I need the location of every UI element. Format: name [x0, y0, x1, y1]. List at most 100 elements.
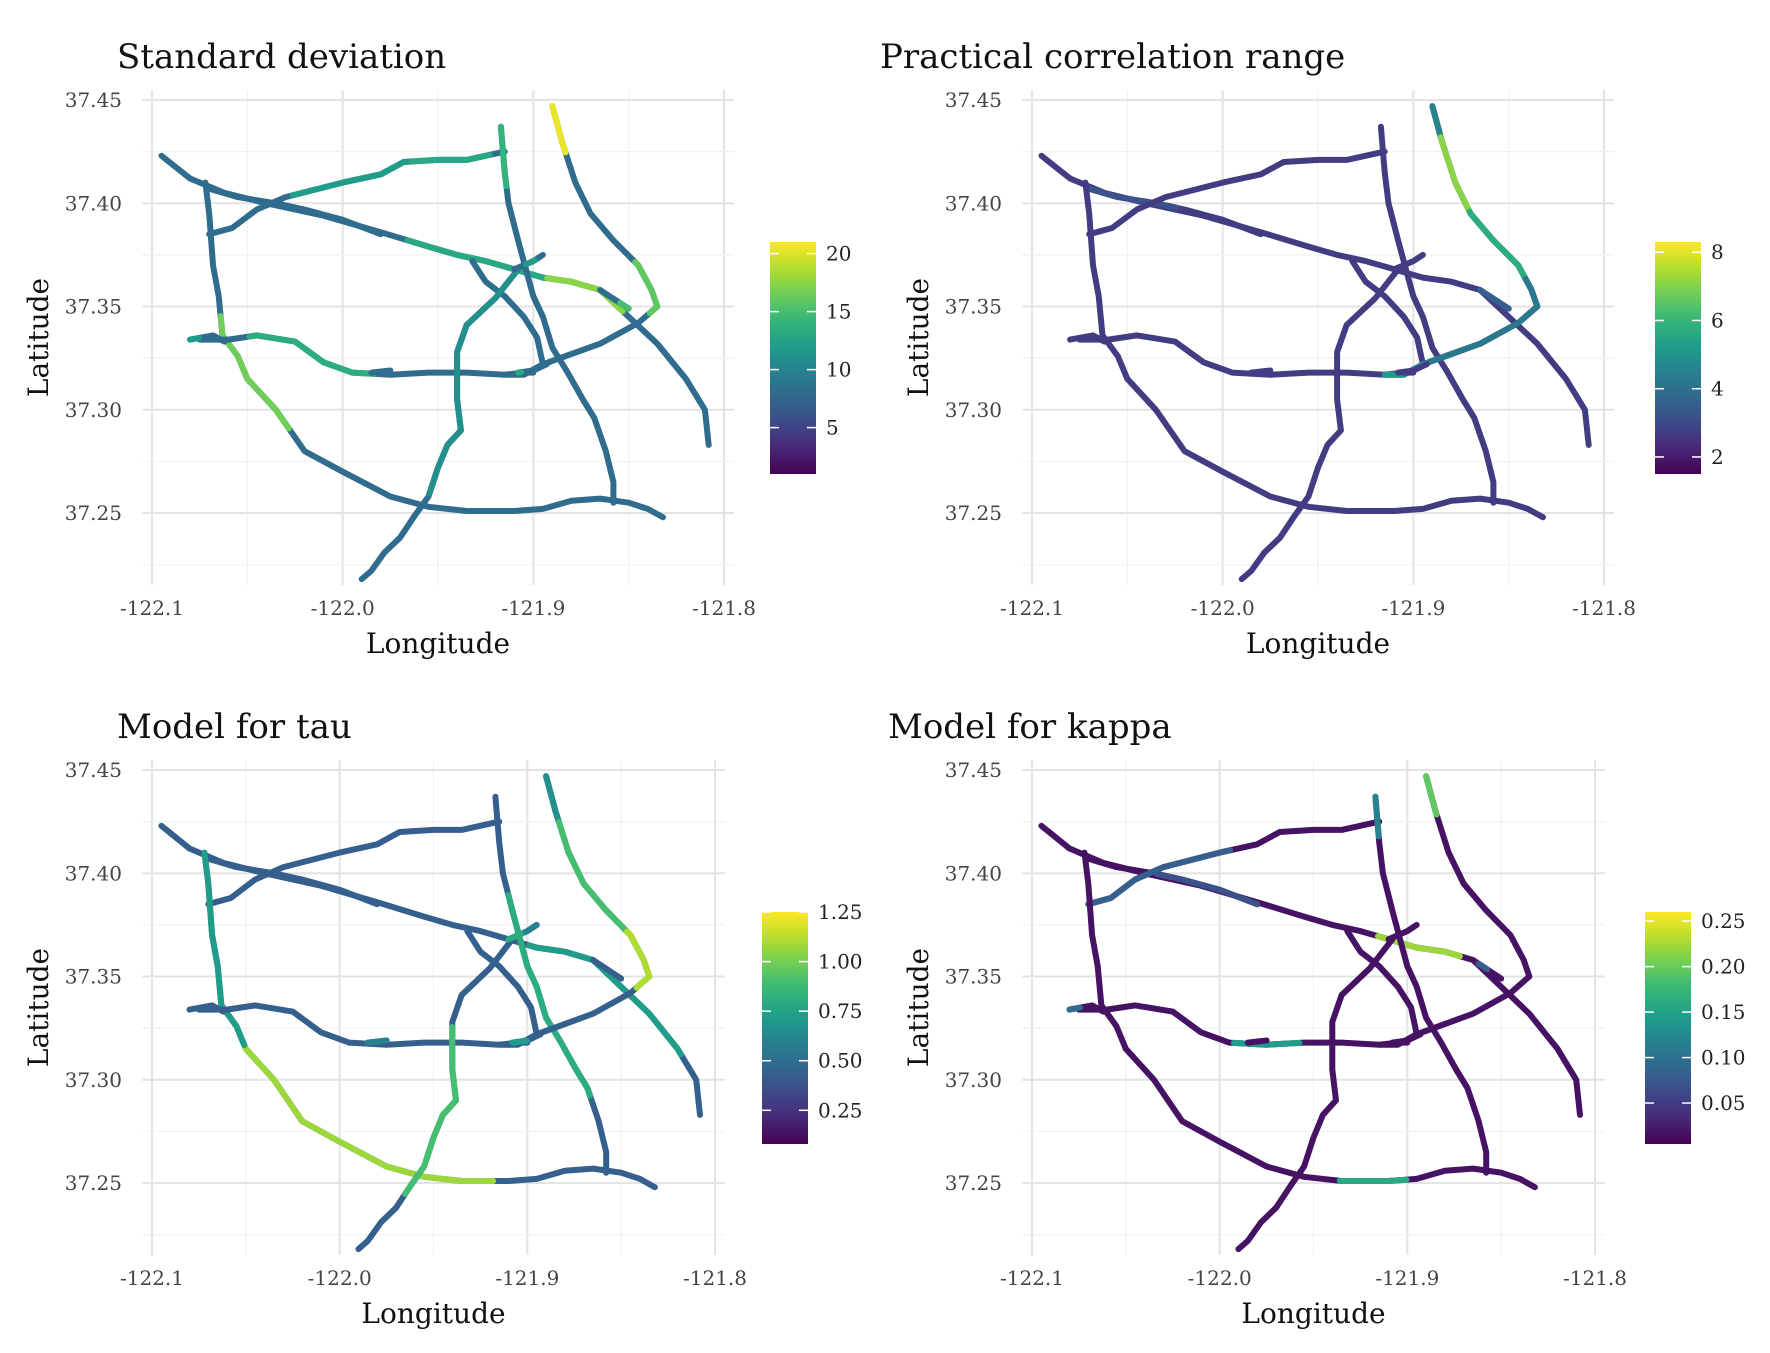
road-segment: [1085, 818, 1383, 908]
colorbar-legend: 0.25 0.50 0.75 1.00 1.25: [762, 900, 863, 1144]
road-segment: [196, 332, 527, 378]
road-highlight: [523, 257, 538, 268]
colorbar-tick-label: 4: [1711, 377, 1724, 401]
road-highlight: [1066, 1004, 1084, 1013]
road-highlight: [1466, 208, 1529, 282]
road-highlight: [543, 773, 562, 826]
colorbar-tick-label: 5: [826, 416, 839, 440]
road-highlight: [1437, 134, 1473, 215]
x-tick-label: -122.0: [308, 1266, 372, 1290]
road-highlight: [426, 266, 522, 497]
colorbar: [762, 912, 808, 1144]
road-highlight: [1375, 933, 1463, 960]
x-tick-label: -121.8: [1572, 596, 1636, 620]
road-highlight: [289, 158, 416, 199]
road-segment: [1075, 1002, 1401, 1048]
y-tick-label: 37.35: [945, 965, 1002, 989]
road-highlight: [509, 1037, 530, 1046]
colorbar: [1645, 912, 1691, 1144]
road-segment: [1235, 936, 1396, 1253]
road-segment: [206, 148, 508, 238]
y-tick-label: 37.25: [65, 1171, 122, 1195]
road-highlight: [523, 921, 540, 935]
road-segment: [205, 855, 381, 908]
road-highlight: [632, 259, 661, 317]
road-highlight: [624, 928, 653, 991]
road-segment: [205, 818, 503, 908]
road-highlight: [617, 300, 632, 312]
x-tick-label: -122.1: [120, 596, 184, 620]
x-axis-title: Longitude: [1241, 1297, 1385, 1330]
y-tick-label: 37.45: [65, 758, 122, 782]
road-highlight: [555, 819, 630, 935]
road-highlight: [505, 928, 529, 943]
road-highlight: [526, 942, 684, 1058]
x-tick-label: -121.8: [1563, 1266, 1627, 1290]
colorbar-tick-label: 10: [826, 358, 851, 382]
y-tick-label: 37.25: [945, 1171, 1002, 1195]
road-segment: [590, 957, 625, 982]
road-segment: [1381, 103, 1541, 378]
road-segment: [1086, 148, 1388, 238]
road-segment: [358, 266, 522, 583]
road-segment: [1082, 179, 1546, 521]
road-segment: [1389, 1031, 1424, 1046]
x-tick-label: -122.1: [1000, 1266, 1064, 1290]
road-segment: [469, 258, 546, 368]
road-highlight: [1423, 773, 1440, 818]
colorbar-legend: 0.05 0.10 0.15 0.20 0.25: [1645, 909, 1746, 1144]
y-axis-title: Latitude: [22, 948, 55, 1067]
x-tick-label: -122.0: [1191, 596, 1255, 620]
colorbar-tick-label: 2: [1711, 445, 1724, 469]
road-segment: [1344, 928, 1420, 1038]
x-tick-label: -121.8: [683, 1266, 747, 1290]
colorbar-tick-label: 1.25: [818, 900, 863, 924]
road-highlight: [1086, 185, 1179, 211]
road-segment: [202, 179, 666, 521]
y-tick-label: 37.40: [945, 861, 1002, 885]
road-segment: [1395, 361, 1430, 376]
panel-title: Practical correlation range: [880, 37, 1345, 77]
x-tick-label: -121.9: [495, 1266, 559, 1290]
colorbar: [1655, 242, 1701, 474]
road-segment: [1067, 332, 1108, 345]
colorbar-tick-label: 0.20: [1701, 955, 1746, 979]
road-highlight: [1336, 1176, 1410, 1184]
road-segment: [1081, 849, 1538, 1191]
map-panel-4: Model for kappa -122.1 -122.0 -121.9 -121.8 3…: [888, 707, 1746, 1330]
colorbar: [770, 242, 816, 474]
road-network: [158, 773, 703, 1253]
panel-title: Model for tau: [117, 707, 352, 747]
road-segment: [496, 773, 653, 1048]
road-segment: [1238, 266, 1402, 583]
road-segment: [355, 936, 516, 1253]
colorbar-tick-label: 0.10: [1701, 1046, 1746, 1070]
x-axis-title: Longitude: [366, 627, 510, 660]
road-highlight: [1230, 1039, 1303, 1048]
y-axis-title: Latitude: [902, 278, 935, 397]
panel-title: Standard deviation: [117, 37, 446, 77]
x-tick-label: -122.1: [120, 1266, 184, 1290]
road-segment: [186, 1002, 227, 1015]
road-highlight: [241, 1042, 497, 1184]
road-highlight: [1475, 960, 1491, 973]
y-tick-label: 37.25: [945, 501, 1002, 525]
colorbar-legend: 2 4 6 8: [1655, 240, 1724, 474]
road-highlight: [505, 892, 593, 1099]
road-network: [158, 103, 712, 583]
road-segment: [464, 928, 540, 1038]
x-tick-label: -122.0: [1188, 1266, 1252, 1290]
gridlines: [1022, 90, 1614, 585]
x-tick-label: -121.9: [1381, 596, 1445, 620]
road-highlight: [1085, 847, 1234, 908]
x-tick-label: -121.8: [692, 596, 756, 620]
colorbar-tick-label: 15: [826, 300, 851, 324]
road-segment: [1385, 921, 1420, 943]
road-highlight: [246, 332, 377, 377]
colorbar-tick-label: 0.50: [818, 1049, 863, 1073]
y-tick-label: 37.35: [945, 295, 1002, 319]
road-highlight: [187, 335, 203, 343]
road-highlight: [549, 103, 569, 156]
road-segment: [1377, 123, 1497, 506]
road-segment: [501, 103, 661, 378]
